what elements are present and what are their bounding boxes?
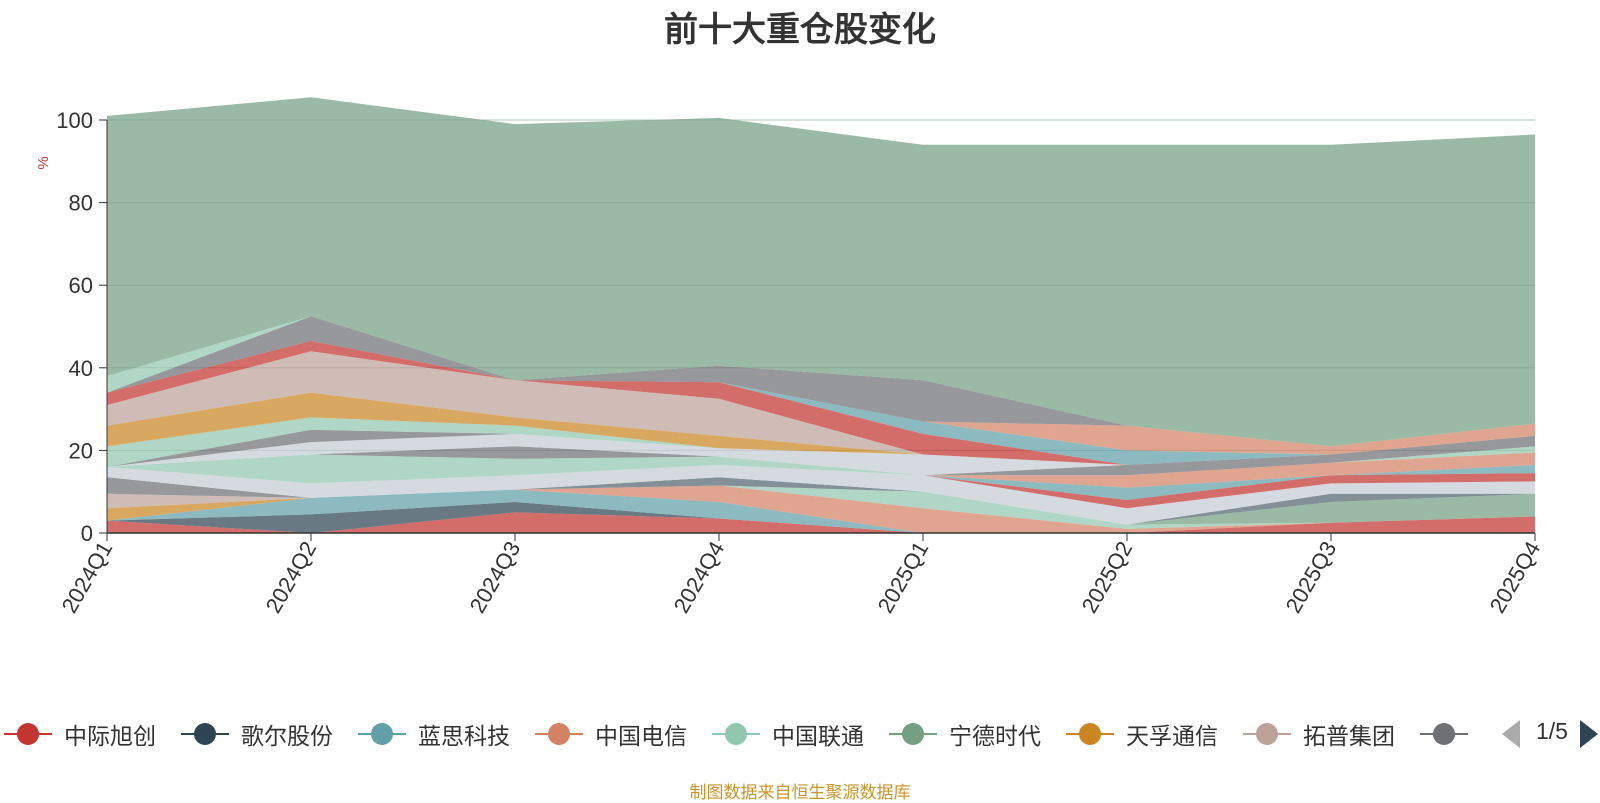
area-series-13[interactable] (107, 452, 1535, 488)
area-series-14[interactable] (107, 446, 1535, 484)
area-series-11[interactable] (107, 464, 1535, 509)
legend-item[interactable]: 中国联通 (710, 714, 885, 754)
area-series-2[interactable] (107, 489, 1535, 533)
legend-label: 中际旭创 (64, 723, 156, 749)
legend-item[interactable]: 宁德时代 (887, 714, 1062, 754)
x-tick-label: 2024Q1 (57, 537, 118, 617)
legend-label: 蓝思科技 (418, 723, 510, 749)
legend-label: 天孚通信 (1126, 723, 1218, 749)
legend-marker-icon (358, 723, 406, 745)
area-series-23[interactable] (107, 341, 1535, 455)
area-series-26[interactable] (107, 97, 1535, 447)
legend-marker-icon (889, 723, 937, 745)
legend-item[interactable]: 拓普集团 (1241, 714, 1416, 754)
area-series-3[interactable] (107, 485, 1535, 534)
legend-marker-icon (181, 723, 229, 745)
source-note: 制图数据来自恒生聚源数据库 (689, 783, 911, 802)
area-series-15[interactable] (107, 435, 1535, 476)
area-series-21[interactable] (107, 341, 1535, 465)
legend-items: 中际旭创 歌尔股份 蓝思科技 中国电信 中国联通 宁德时代 天孚通信 拓普集团兆易创新 (0, 714, 1472, 754)
legend-label: 中国电信 (595, 723, 687, 749)
y-axis-label: % (35, 156, 52, 169)
y-tick-label: 20 (69, 438, 93, 463)
x-tick-label: 2024Q3 (465, 537, 526, 617)
legend-item[interactable]: 兆易创新 (1418, 714, 1472, 754)
x-tick-label: 2025Q4 (1485, 537, 1546, 617)
x-tick-label: 2024Q2 (261, 537, 322, 617)
legend-prev-icon[interactable] (1500, 718, 1522, 750)
legend: 中际旭创 歌尔股份 蓝思科技 中国电信 中国联通 宁德时代 天孚通信 拓普集团兆易创新 (0, 714, 1600, 754)
legend-marker-icon (1066, 723, 1114, 745)
legend-item[interactable]: 中际旭创 (2, 714, 177, 754)
area-series-24[interactable] (107, 316, 1535, 447)
legend-item[interactable]: 歌尔股份 (179, 714, 354, 754)
legend-marker-icon (535, 723, 583, 745)
area-series-16[interactable] (107, 433, 1535, 476)
legend-label: 歌尔股份 (241, 723, 333, 749)
x-tick-label: 2025Q1 (873, 537, 934, 617)
x-tick-label: 2025Q3 (1281, 537, 1342, 617)
legend-label: 拓普集团 (1303, 723, 1395, 749)
area-series-10[interactable] (107, 464, 1535, 525)
area-series-0[interactable] (107, 512, 1535, 533)
legend-marker-icon (4, 723, 52, 745)
y-tick-label: 40 (69, 356, 93, 381)
legend-marker-icon (1420, 723, 1468, 745)
area-series-19[interactable] (107, 392, 1535, 465)
area-series-9[interactable] (107, 477, 1535, 525)
chart-title: 前十大重仓股变化 (664, 11, 936, 49)
legend-item[interactable]: 蓝思科技 (356, 714, 531, 754)
area-series-18[interactable] (107, 417, 1535, 467)
stacked-area-chart: 0 20 40 60 80 100% 2024Q1 2024Q2 2024Q3 2024Q4 202… (35, 97, 1546, 617)
y-tick-label: 0 (81, 521, 93, 546)
legend-item[interactable]: 中国电信 (533, 714, 708, 754)
area-series-4[interactable] (107, 485, 1535, 529)
legend-label: 宁德时代 (949, 723, 1041, 749)
area-series-5[interactable] (107, 485, 1535, 525)
area-series-22[interactable] (107, 341, 1535, 465)
y-tick-label: 80 (69, 191, 93, 216)
area-series-20[interactable] (107, 351, 1535, 465)
legend-pager: 1/5 (1500, 718, 1600, 750)
legend-label: 中国联通 (772, 723, 864, 749)
y-tick-label: 100 (56, 108, 93, 133)
legend-next-icon[interactable] (1578, 718, 1600, 750)
x-tick-label: 2025Q2 (1077, 537, 1138, 617)
y-tick-label: 60 (69, 273, 93, 298)
area-series-12[interactable] (107, 464, 1535, 500)
legend-marker-icon (712, 723, 760, 745)
legend-item[interactable]: 天孚通信 (1064, 714, 1239, 754)
x-tick-label: 2024Q4 (669, 537, 730, 617)
legend-page-indicator: 1/5 (1536, 718, 1568, 744)
area-series-1[interactable] (107, 502, 1535, 533)
area-layer (107, 97, 1535, 533)
legend-marker-icon (1243, 723, 1291, 745)
